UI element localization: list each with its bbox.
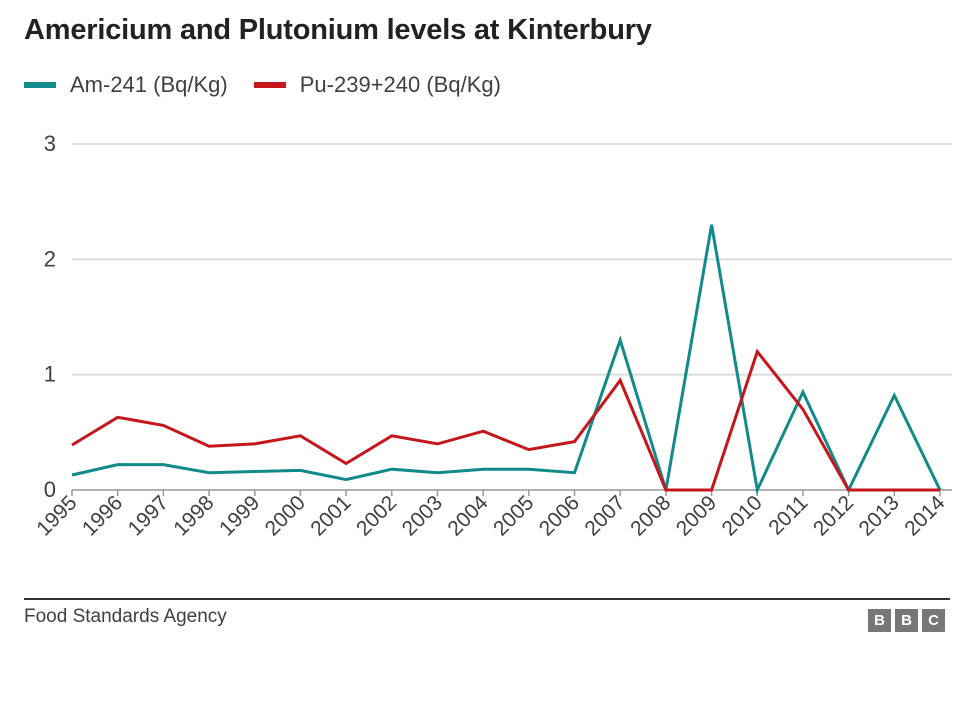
x-tick-label: 2005 bbox=[489, 491, 538, 540]
bbc-logo-letter: B bbox=[868, 609, 891, 632]
x-tick-label: 2012 bbox=[809, 491, 858, 540]
x-tick-label: 2014 bbox=[900, 491, 950, 541]
legend-label-am241: Am-241 (Bq/Kg) bbox=[70, 72, 228, 97]
y-tick-label: 0 bbox=[44, 477, 56, 502]
x-tick-label: 2009 bbox=[672, 491, 721, 540]
x-tick-label: 2007 bbox=[580, 491, 629, 540]
x-tick-label: 2001 bbox=[306, 491, 355, 540]
x-tick-label: 1995 bbox=[32, 491, 81, 540]
legend-swatch-am241 bbox=[24, 82, 56, 88]
x-tick-label: 1997 bbox=[124, 491, 173, 540]
y-tick-label: 1 bbox=[44, 362, 56, 387]
x-tick-label: 1996 bbox=[78, 491, 127, 540]
series-line-pu239 bbox=[71, 348, 940, 492]
x-tick-label: 2000 bbox=[261, 491, 310, 540]
legend-item-am241: Am-241 (Bq/Kg) bbox=[24, 72, 228, 98]
x-tick-label: 2002 bbox=[352, 491, 401, 540]
source-divider bbox=[24, 598, 950, 600]
legend-item-pu239: Pu-239+240 (Bq/Kg) bbox=[253, 72, 501, 98]
x-tick-label: 2004 bbox=[443, 491, 493, 541]
legend: Am-241 (Bq/Kg) Pu-239+240 (Bq/Kg) bbox=[24, 72, 527, 98]
x-tick-label: 2008 bbox=[626, 491, 675, 540]
bbc-logo-letter: C bbox=[922, 609, 945, 632]
legend-swatch-pu239 bbox=[253, 82, 286, 88]
y-tick-label: 3 bbox=[44, 131, 56, 156]
x-tick-label: 1999 bbox=[215, 491, 264, 540]
x-tick-label: 2006 bbox=[535, 491, 584, 540]
chart-title: Americium and Plutonium levels at Kinter… bbox=[24, 14, 652, 46]
legend-label-pu239: Pu-239+240 (Bq/Kg) bbox=[299, 72, 501, 97]
x-tick-label: 2011 bbox=[764, 491, 812, 539]
x-tick-label: 1998 bbox=[169, 491, 218, 540]
source-text: Food Standards Agency bbox=[24, 606, 227, 627]
line-chart: 0 1 2 3 199519961997199819992000200120022003… bbox=[32, 131, 952, 541]
x-tick-label: 2003 bbox=[398, 491, 447, 540]
bbc-logo: B B C bbox=[868, 609, 945, 632]
series-line-am241 bbox=[71, 224, 942, 495]
x-tick-label: 2010 bbox=[718, 491, 767, 540]
x-tick-label: 2013 bbox=[855, 491, 904, 540]
bbc-logo-letter: B bbox=[895, 609, 918, 632]
y-tick-label: 2 bbox=[44, 246, 56, 271]
